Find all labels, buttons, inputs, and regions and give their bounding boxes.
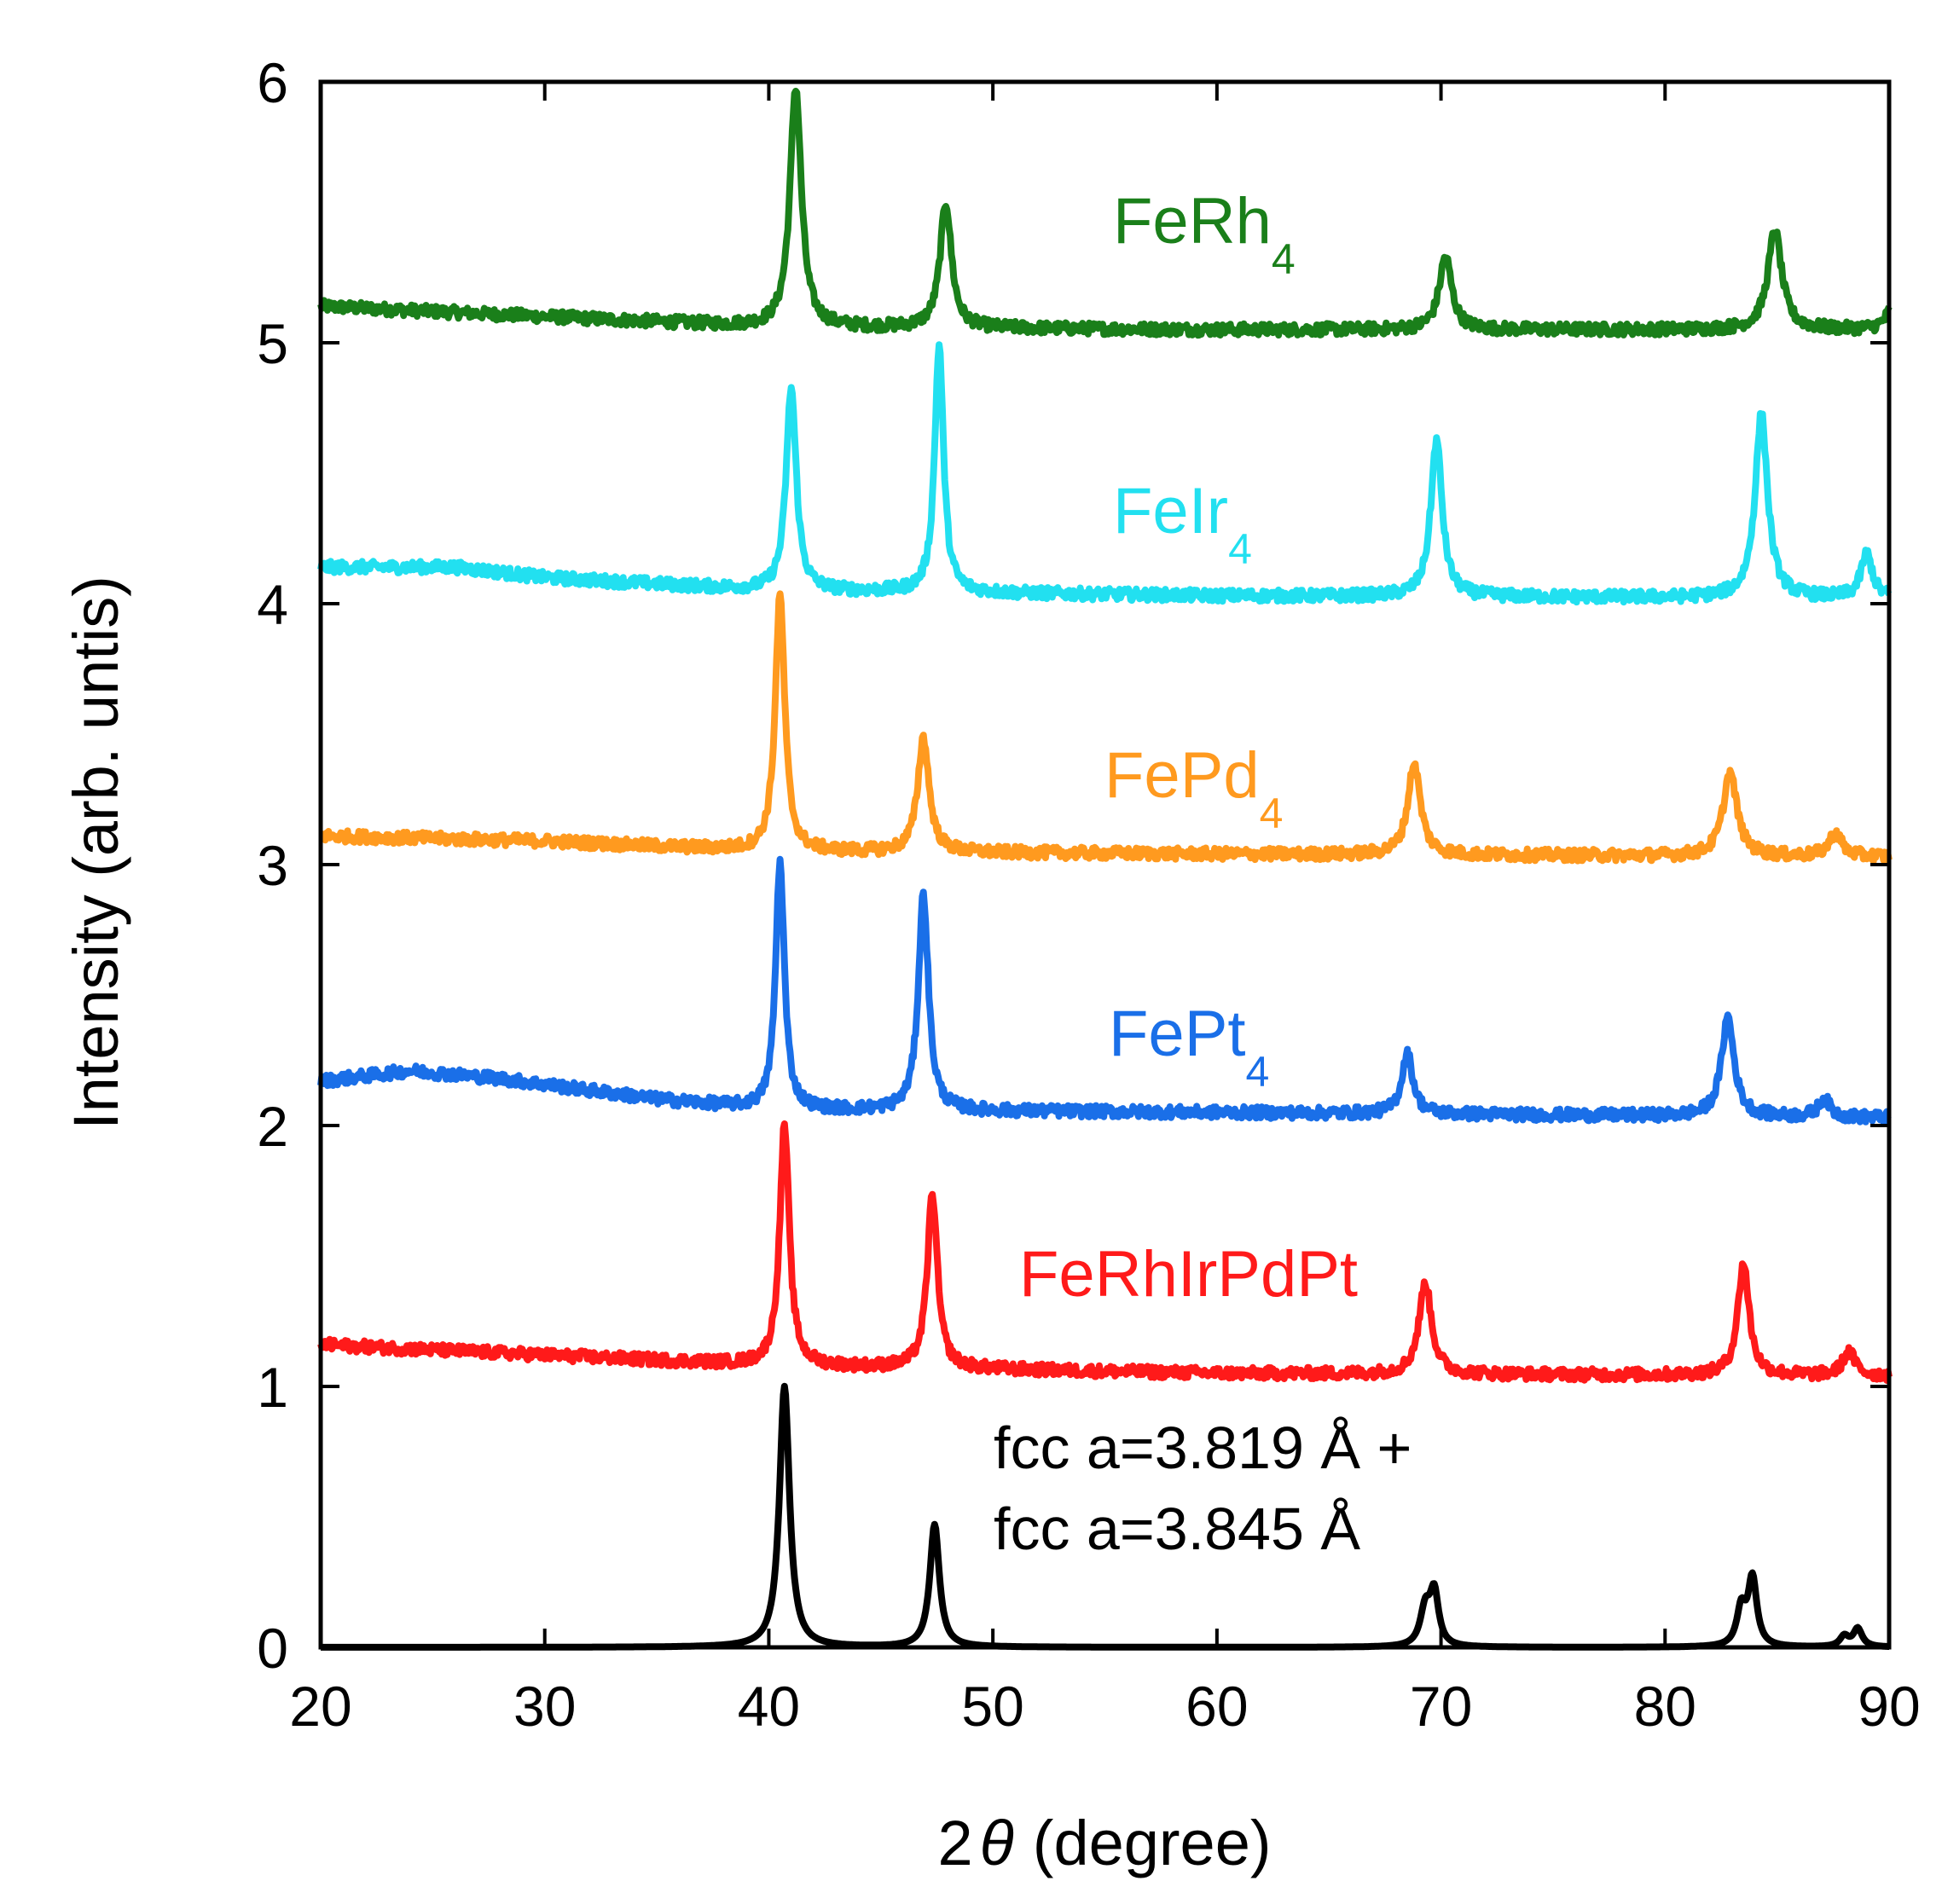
- x-tick-label: 30: [513, 1675, 576, 1738]
- annotation-line2: fcc a=3.845 Å: [994, 1496, 1360, 1562]
- series-line-fepd4: [318, 590, 1893, 865]
- x-tick-label: 60: [1185, 1675, 1248, 1738]
- y-tick-label: 3: [257, 834, 288, 897]
- x-tick-label: 20: [289, 1675, 351, 1738]
- label-ferhirpdpt: FeRhIrPdPt: [1019, 1238, 1358, 1311]
- series-line-fept4: [317, 855, 1892, 1126]
- ticks-layer: 20 30 40 50 60 70 80 90 0 1 2 3 4 5 6: [257, 51, 1920, 1738]
- y-tick-label: 5: [257, 312, 288, 375]
- series-line-ferhirpdpt: [317, 1120, 1893, 1384]
- x-tick-label: 50: [961, 1675, 1023, 1738]
- y-tick-label: 6: [257, 51, 288, 114]
- label-ferh4: FeRh4: [1113, 185, 1296, 283]
- y-tick-label: 1: [257, 1356, 288, 1419]
- label-feir4: FeIr4: [1113, 475, 1252, 573]
- y-tick-label: 2: [257, 1095, 288, 1158]
- label-fept4: FePt4: [1109, 998, 1269, 1096]
- x-tick-label: 40: [738, 1675, 800, 1738]
- y-tick-label: 0: [257, 1617, 288, 1680]
- x-tick-label: 90: [1858, 1675, 1920, 1738]
- x-tick-label: 80: [1634, 1675, 1696, 1738]
- annotation-line1: fcc a=3.819 Å +: [994, 1415, 1412, 1481]
- series-line-feir4: [317, 341, 1893, 606]
- series-line-ferh4: [317, 87, 1893, 339]
- x-tick-label: 70: [1410, 1675, 1472, 1738]
- y-axis-title: Intensity (arb. untis): [61, 576, 131, 1130]
- y-tick-label: 4: [257, 573, 288, 636]
- x-axis-title: 2 θ (degree): [937, 1808, 1271, 1878]
- label-fepd4: FePd4: [1104, 739, 1283, 837]
